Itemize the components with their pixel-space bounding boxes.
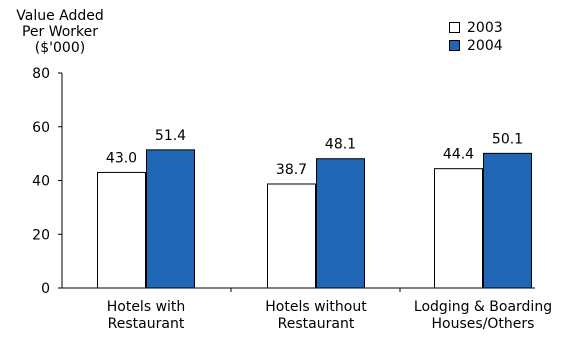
x-category-label-2-1: Houses/Others	[432, 316, 535, 332]
x-category-label-0-1: Restaurant	[108, 316, 185, 332]
y-axis-label-line-2: Per Worker	[21, 24, 99, 40]
data-label-2003-0: 43.0	[106, 150, 137, 166]
legend-label-2003: 2003	[467, 20, 503, 36]
y-tick-label: 20	[32, 227, 50, 243]
bar-2004-0	[146, 149, 195, 289]
x-category-label-1-0: Hotels without	[265, 299, 367, 315]
x-category-label-0-0: Hotels with	[107, 299, 186, 315]
data-label-2004-0: 51.4	[155, 128, 186, 144]
bar-2003-2	[434, 168, 483, 289]
data-label-2003-2: 44.4	[443, 147, 474, 163]
y-tick-label: 40	[32, 174, 50, 190]
bar-2003-1	[267, 183, 316, 289]
bar-2004-2	[483, 152, 532, 289]
data-label-2004-1: 48.1	[325, 137, 356, 153]
y-axis-label-line-3: ($'000)	[34, 40, 86, 56]
data-label-2003-1: 38.7	[276, 162, 307, 178]
legend-swatch-2003	[449, 22, 460, 33]
y-tick-label: 0	[41, 281, 50, 297]
x-category-label-1-1: Restaurant	[278, 316, 355, 332]
x-category-label-2-0: Lodging & Boarding	[414, 299, 552, 315]
y-tick-label: 60	[32, 120, 50, 136]
y-axis-label-line-1: Value Added	[16, 8, 104, 24]
data-label-2004-2: 50.1	[492, 131, 523, 147]
y-axis-label: Value Added Per Worker ($'000)	[0, 8, 120, 56]
bar-2003-0	[97, 171, 146, 289]
legend-swatch-2004	[449, 40, 460, 51]
legend-label-2004: 2004	[467, 38, 503, 54]
bar-2004-1	[316, 158, 365, 289]
y-tick-label: 80	[32, 66, 50, 82]
